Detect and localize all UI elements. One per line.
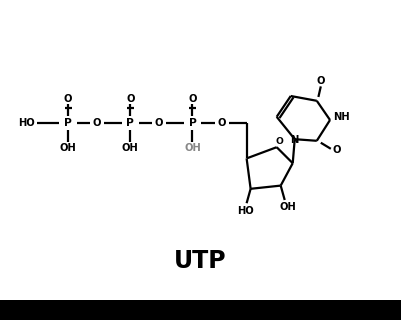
Text: OH: OH: [279, 202, 296, 212]
Text: P: P: [188, 118, 196, 128]
Text: OH: OH: [122, 143, 139, 153]
Text: N: N: [290, 135, 298, 145]
Text: OH: OH: [184, 143, 201, 153]
Text: O: O: [275, 137, 284, 146]
Bar: [0, 300, 401, 320]
Text: O: O: [316, 76, 325, 86]
Text: HO: HO: [237, 205, 254, 216]
Text: O: O: [217, 118, 226, 128]
Text: HO: HO: [18, 118, 34, 128]
Text: alamy - 2HFGNET: alamy - 2HFGNET: [162, 306, 239, 315]
Text: OH: OH: [60, 143, 77, 153]
Text: O: O: [188, 93, 197, 104]
Text: O: O: [93, 118, 101, 128]
Text: P: P: [126, 118, 134, 128]
Text: O: O: [64, 93, 73, 104]
Text: UTP: UTP: [174, 249, 227, 273]
Text: O: O: [126, 93, 135, 104]
Text: O: O: [332, 145, 341, 155]
Text: NH: NH: [333, 112, 350, 123]
Text: O: O: [155, 118, 164, 128]
Text: P: P: [64, 118, 72, 128]
